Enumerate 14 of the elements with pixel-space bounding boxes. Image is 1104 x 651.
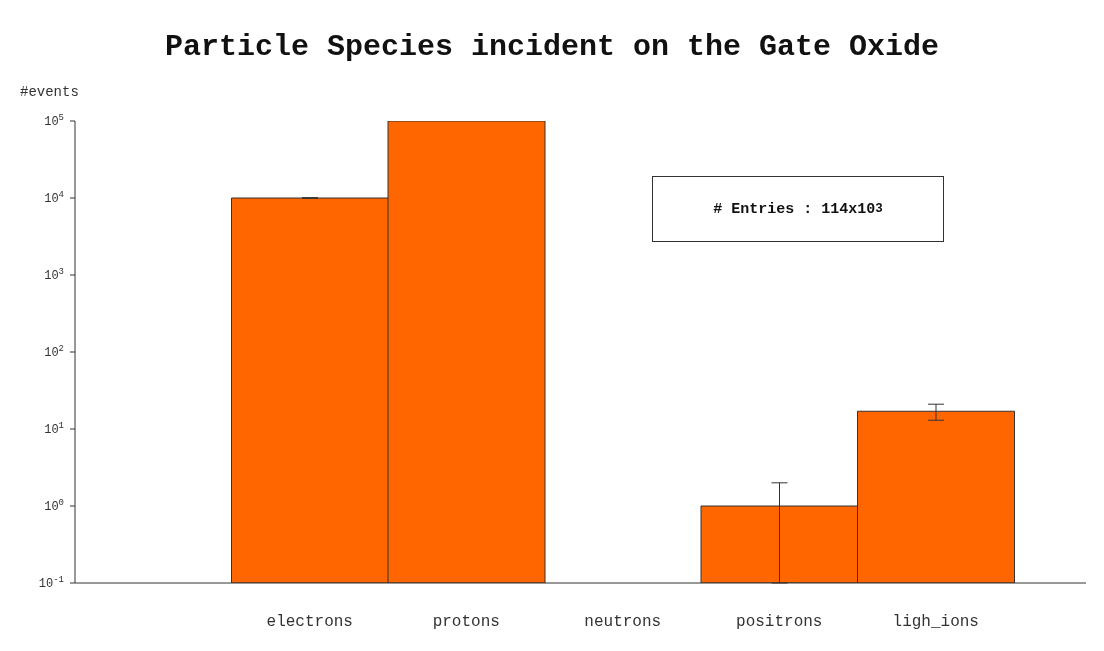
x-tick-label: neutrons — [584, 613, 662, 632]
y-tick-label: 10$^{0}$ — [44, 498, 64, 514]
y-tick-label: 10$^{3}$ — [44, 267, 64, 283]
x-tick-label: protons — [432, 613, 500, 632]
y-tick-label: 10$^{5}$ — [44, 113, 64, 129]
x-tick-label: ligh_ions — [892, 613, 979, 632]
chart-title: Particle Species incident on the Gate Oxide — [163, 30, 941, 64]
y-tick-label: 10$^{1}$ — [44, 421, 64, 437]
x-tick-label: electrons — [266, 613, 353, 632]
y-axis-title: #events — [20, 84, 79, 100]
x-tick-label: positrons — [736, 613, 823, 632]
y-tick-label: 10$^{2}$ — [44, 344, 64, 360]
y-tick-label: 10$^{-1}$ — [38, 575, 64, 591]
y-tick-label: 10$^{4}$ — [44, 190, 64, 206]
